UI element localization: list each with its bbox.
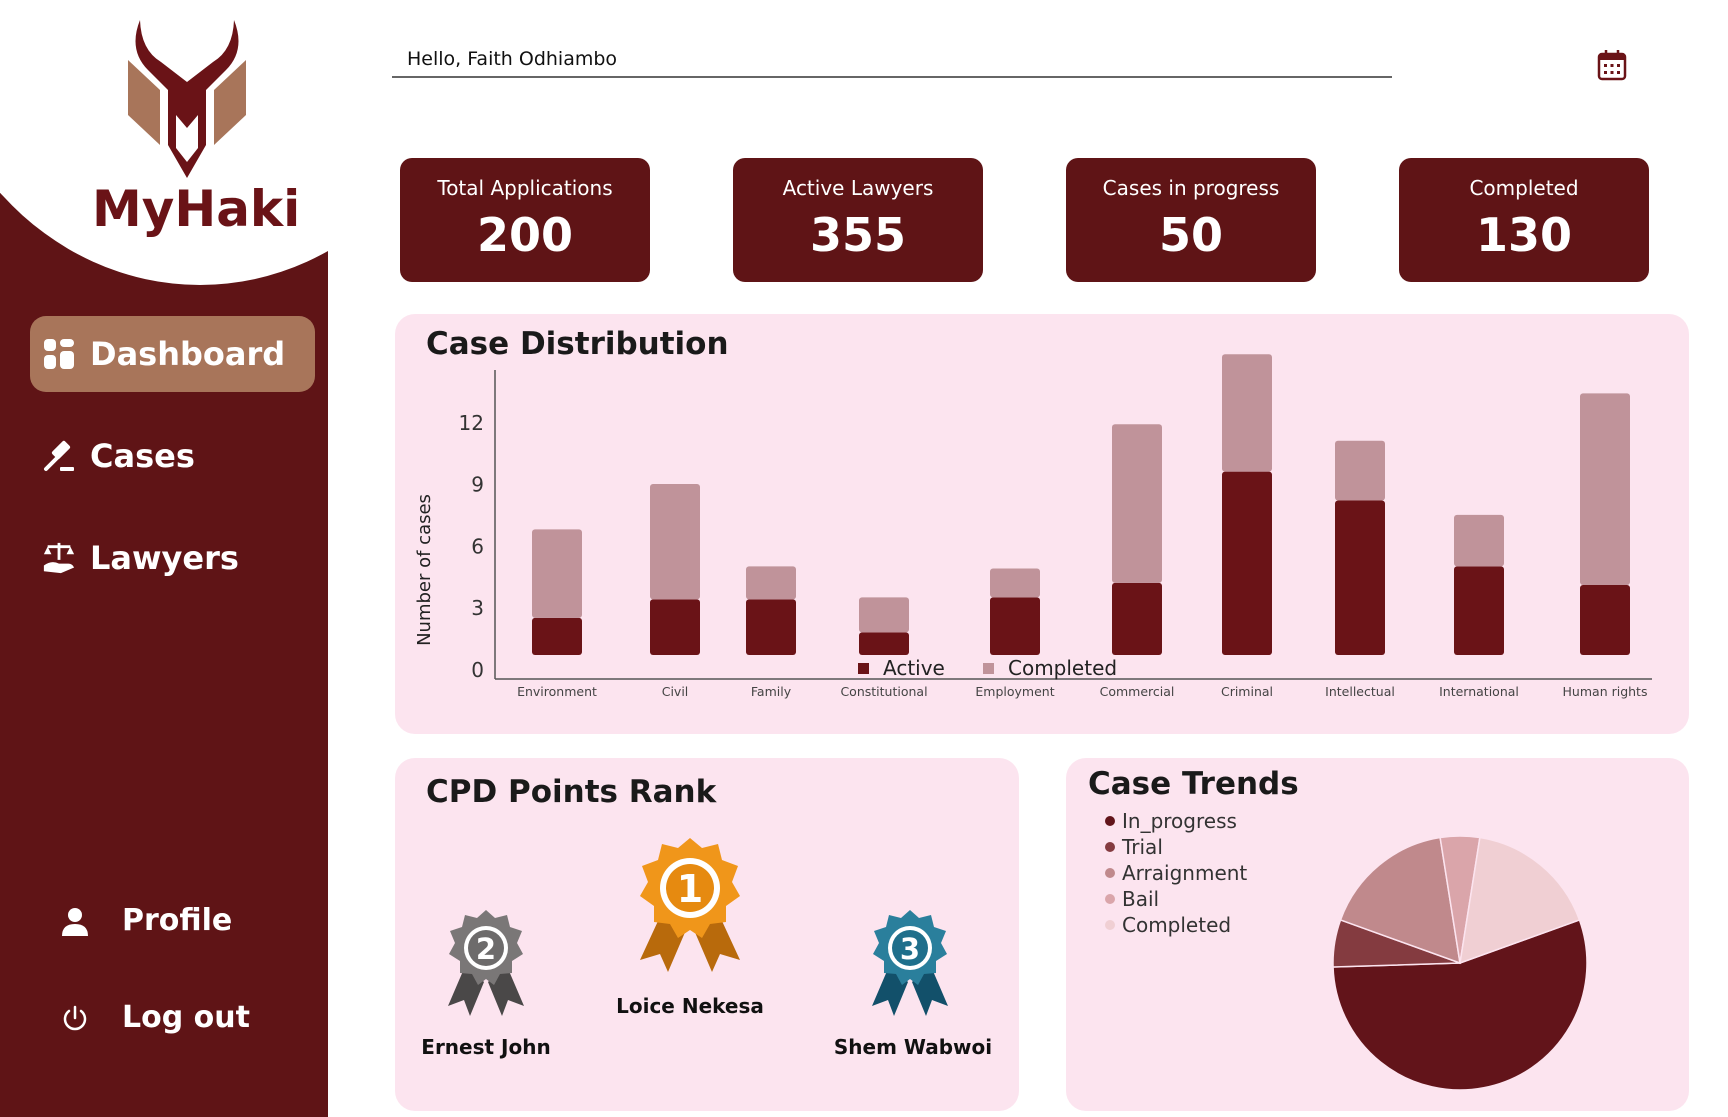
logo-background — [0, 0, 328, 285]
ranker-name-1: Loice Nekesa — [616, 994, 764, 1018]
bronze-medal-icon: 3 — [872, 910, 948, 1016]
sidebar-item-label: Cases — [90, 437, 195, 475]
stat-label: Active Lawyers — [782, 176, 934, 200]
calendar-icon[interactable] — [1597, 49, 1627, 81]
case-trends-title: Case Trends — [1088, 766, 1299, 802]
legend-label: Completed — [1008, 656, 1118, 680]
stat-label: Completed — [1469, 176, 1579, 200]
legend-swatch — [858, 662, 869, 674]
legend-label: Active — [883, 656, 945, 680]
stat-card-completed[interactable]: Completed 130 — [1399, 158, 1649, 282]
legend-dot — [1105, 816, 1115, 826]
medal-rank: 1 — [677, 867, 703, 911]
ranker-name-2: Ernest John — [421, 1035, 551, 1059]
stat-label: Total Applications — [437, 176, 613, 200]
legend-dot — [1105, 894, 1115, 904]
legend-dot — [1105, 868, 1115, 878]
legend-dot — [1105, 842, 1115, 852]
legend-label: In_progress — [1122, 809, 1237, 833]
case-distribution-title: Case Distribution — [426, 326, 729, 362]
stat-card-cases-in-progress[interactable]: Cases in progress 50 — [1066, 158, 1316, 282]
user-icon — [58, 904, 92, 938]
legend-completed: Completed — [983, 656, 1117, 680]
stat-label: Cases in progress — [1102, 176, 1280, 200]
medal-rank: 3 — [900, 932, 920, 966]
legend-item: Arraignment — [1105, 860, 1247, 886]
gavel-icon — [42, 439, 76, 473]
sidebar-item-cases[interactable]: Cases — [30, 418, 315, 494]
cpd-rank-title: CPD Points Rank — [426, 774, 717, 810]
legend-label: Bail — [1122, 887, 1160, 911]
legend-item: Trial — [1105, 834, 1247, 860]
legend-label: Completed — [1122, 913, 1232, 937]
dashboard-icon — [42, 337, 76, 371]
sidebar-item-label: Lawyers — [90, 539, 239, 577]
ranker-name-3: Shem Wabwoi — [833, 1035, 993, 1059]
legend-item: In_progress — [1105, 808, 1247, 834]
sidebar-item-lawyers[interactable]: Lawyers — [30, 520, 315, 596]
sidebar-item-label: Profile — [122, 903, 233, 938]
power-icon — [58, 1001, 92, 1035]
greeting-text: Hello, Faith Odhiambo — [392, 48, 1392, 78]
legend-swatch — [983, 662, 994, 674]
brand-name: MyHaki — [92, 180, 301, 238]
legend-item: Bail — [1105, 886, 1247, 912]
silver-medal-icon: 2 — [448, 910, 524, 1016]
legend-label: Trial — [1122, 835, 1163, 859]
gold-medal-icon: 1 — [640, 838, 740, 972]
myhaki-logo-icon — [128, 20, 246, 178]
stat-value: 50 — [1158, 208, 1223, 262]
legend-label: Arraignment — [1122, 861, 1248, 885]
sidebar-item-label: Dashboard — [90, 335, 286, 373]
sidebar-item-dashboard[interactable]: Dashboard — [30, 316, 315, 392]
sidebar-item-label: Log out — [122, 1000, 250, 1035]
stat-card-total-applications[interactable]: Total Applications 200 — [400, 158, 650, 282]
sidebar-item-logout[interactable]: Log out — [58, 1000, 250, 1035]
legend-item: Completed — [1105, 912, 1247, 938]
stat-value: 355 — [809, 208, 907, 262]
medal-rank: 2 — [476, 932, 496, 966]
stat-value: 200 — [476, 208, 574, 262]
legend-dot — [1105, 920, 1115, 930]
case-trends-legend: In_progress Trial Arraignment Bail Compl… — [1105, 808, 1247, 938]
stat-card-active-lawyers[interactable]: Active Lawyers 355 — [733, 158, 983, 282]
sidebar: MyHaki Dashboard Cases — [0, 0, 328, 1117]
sidebar-item-profile[interactable]: Profile — [58, 903, 232, 938]
stat-value: 130 — [1475, 208, 1573, 262]
legend-active: Active — [858, 656, 945, 680]
scales-icon — [42, 541, 76, 575]
